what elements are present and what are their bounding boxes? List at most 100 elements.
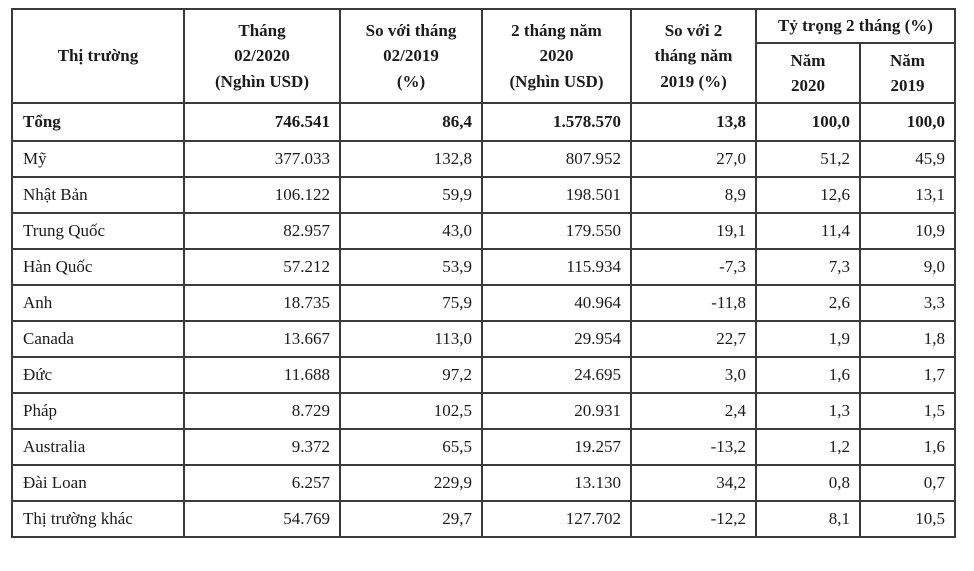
value-cell: 0,8 xyxy=(755,464,861,502)
value-cell: 106.122 xyxy=(183,176,341,214)
value-cell: 24.695 xyxy=(481,356,632,394)
market-cell: Canada xyxy=(11,320,185,358)
col-header-share-2019: Năm 2019 xyxy=(859,42,956,104)
value-cell: 100,0 xyxy=(859,102,956,142)
value-cell: 198.501 xyxy=(481,176,632,214)
value-cell: 377.033 xyxy=(183,140,341,178)
value-cell: 8,1 xyxy=(755,500,861,538)
value-cell: 86,4 xyxy=(339,102,483,142)
value-cell: 10,5 xyxy=(859,500,956,538)
value-cell: 13.667 xyxy=(183,320,341,358)
value-cell: 807.952 xyxy=(481,140,632,178)
market-cell: Thị trường khác xyxy=(11,500,185,538)
value-cell: 0,7 xyxy=(859,464,956,502)
value-cell: 1.578.570 xyxy=(481,102,632,142)
value-cell: 8.729 xyxy=(183,392,341,430)
market-stats-table: Thị trường Tháng 02/2020 (Nghìn USD) So … xyxy=(11,8,956,538)
value-cell: 3,3 xyxy=(859,284,956,322)
value-cell: 102,5 xyxy=(339,392,483,430)
table-row: Thị trường khác 54.769 29,7 127.702 -12,2 8,1… xyxy=(11,500,956,538)
value-cell: 1,6 xyxy=(755,356,861,394)
value-cell: 27,0 xyxy=(630,140,757,178)
value-cell: 3,0 xyxy=(630,356,757,394)
table-row: Trung Quốc 82.957 43,0 179.550 19,1 11,4 10,9 xyxy=(11,212,956,250)
value-cell: -7,3 xyxy=(630,248,757,286)
table-body: Tổng 746.541 86,4 1.578.570 13,8 100,0 100,0 Mỹ… xyxy=(11,102,956,538)
value-cell: 6.257 xyxy=(183,464,341,502)
value-cell: 2,6 xyxy=(755,284,861,322)
value-cell: 113,0 xyxy=(339,320,483,358)
value-cell: -11,8 xyxy=(630,284,757,322)
market-cell: Australia xyxy=(11,428,185,466)
value-cell: 1,5 xyxy=(859,392,956,430)
value-cell: 11,4 xyxy=(755,212,861,250)
value-cell: 132,8 xyxy=(339,140,483,178)
value-cell: 746.541 xyxy=(183,102,341,142)
value-cell: 22,7 xyxy=(630,320,757,358)
value-cell: 13.130 xyxy=(481,464,632,502)
col-header-vs-month-2019: So với tháng 02/2019 (%) xyxy=(339,8,483,104)
table-row: Mỹ 377.033 132,8 807.952 27,0 51,2 45,9 xyxy=(11,140,956,178)
value-cell: 100,0 xyxy=(755,102,861,142)
value-cell: -13,2 xyxy=(630,428,757,466)
value-cell: 19.257 xyxy=(481,428,632,466)
value-cell: 29.954 xyxy=(481,320,632,358)
value-cell: 34,2 xyxy=(630,464,757,502)
market-cell: Hàn Quốc xyxy=(11,248,185,286)
table-row: Australia 9.372 65,5 19.257 -13,2 1,2 1,6 xyxy=(11,428,956,466)
value-cell: 18.735 xyxy=(183,284,341,322)
value-cell: 11.688 xyxy=(183,356,341,394)
value-cell: 1,3 xyxy=(755,392,861,430)
table-row: Đức 11.688 97,2 24.695 3,0 1,6 1,7 xyxy=(11,356,956,394)
market-cell: Nhật Bản xyxy=(11,176,185,214)
value-cell: 7,3 xyxy=(755,248,861,286)
header-row-sub: Năm 2020 Năm 2019 xyxy=(12,42,956,104)
market-cell: Mỹ xyxy=(11,140,185,178)
market-cell: Anh xyxy=(11,284,185,322)
value-cell: 59,9 xyxy=(339,176,483,214)
value-cell: 54.769 xyxy=(183,500,341,538)
value-cell: 12,6 xyxy=(755,176,861,214)
value-cell: 9,0 xyxy=(859,248,956,286)
market-cell: Pháp xyxy=(11,392,185,430)
value-cell: 1,8 xyxy=(859,320,956,358)
market-cell: Đức xyxy=(11,356,185,394)
col-header-market: Thị trường xyxy=(11,8,185,104)
value-cell: 10,9 xyxy=(859,212,956,250)
col-header-vs-2-months-2019: So với 2 tháng năm 2019 (%) xyxy=(630,8,757,104)
value-cell: 13,1 xyxy=(859,176,956,214)
value-cell: 115.934 xyxy=(481,248,632,286)
col-header-month-2020: Tháng 02/2020 (Nghìn USD) xyxy=(183,8,341,104)
value-cell: 1,9 xyxy=(755,320,861,358)
value-cell: 127.702 xyxy=(481,500,632,538)
value-cell: 29,7 xyxy=(339,500,483,538)
value-cell: 82.957 xyxy=(183,212,341,250)
value-cell: 40.964 xyxy=(481,284,632,322)
value-cell: -12,2 xyxy=(630,500,757,538)
value-cell: 9.372 xyxy=(183,428,341,466)
value-cell: 19,1 xyxy=(630,212,757,250)
value-cell: 43,0 xyxy=(339,212,483,250)
market-cell: Tổng xyxy=(11,102,185,142)
value-cell: 1,6 xyxy=(859,428,956,466)
value-cell: 45,9 xyxy=(859,140,956,178)
table-row: Anh 18.735 75,9 40.964 -11,8 2,6 3,3 xyxy=(11,284,956,322)
value-cell: 97,2 xyxy=(339,356,483,394)
value-cell: 1,7 xyxy=(859,356,956,394)
table-row: Nhật Bản 106.122 59,9 198.501 8,9 12,6 13,1 xyxy=(11,176,956,214)
value-cell: 8,9 xyxy=(630,176,757,214)
value-cell: 229,9 xyxy=(339,464,483,502)
value-cell: 20.931 xyxy=(481,392,632,430)
col-header-2-months-2020: 2 tháng năm 2020 (Nghìn USD) xyxy=(481,8,632,104)
value-cell: 51,2 xyxy=(755,140,861,178)
value-cell: 1,2 xyxy=(755,428,861,466)
col-header-share-group: Tỷ trọng 2 tháng (%) xyxy=(755,8,956,44)
value-cell: 75,9 xyxy=(339,284,483,322)
market-cell: Trung Quốc xyxy=(11,212,185,250)
table-row: Hàn Quốc 57.212 53,9 115.934 -7,3 7,3 9,0 xyxy=(11,248,956,286)
value-cell: 65,5 xyxy=(339,428,483,466)
market-cell: Đài Loan xyxy=(11,464,185,502)
table-row: Pháp 8.729 102,5 20.931 2,4 1,3 1,5 xyxy=(11,392,956,430)
value-cell: 179.550 xyxy=(481,212,632,250)
col-header-share-2020: Năm 2020 xyxy=(755,42,861,104)
